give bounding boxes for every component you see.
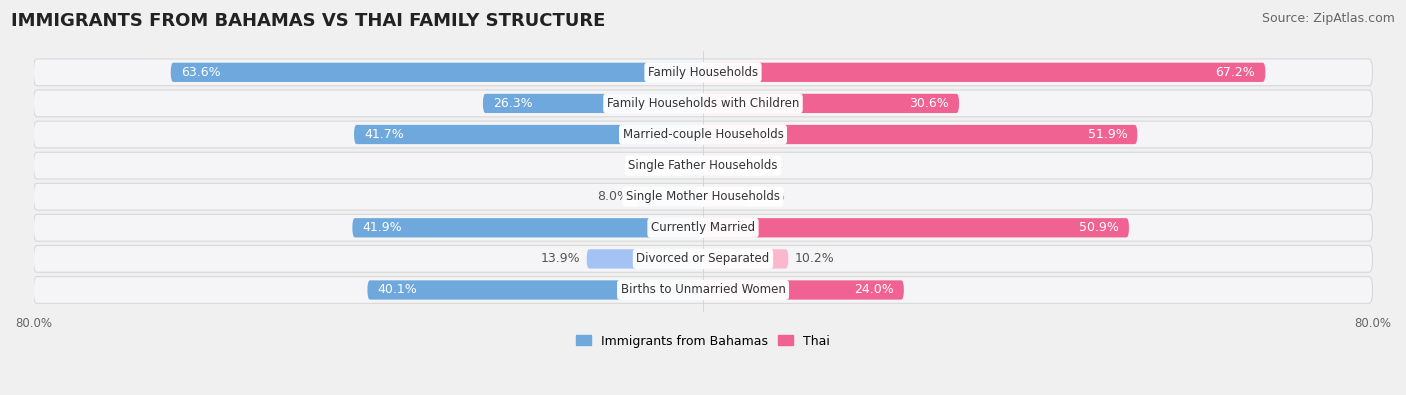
Text: Currently Married: Currently Married — [651, 221, 755, 234]
FancyBboxPatch shape — [34, 121, 1372, 148]
FancyBboxPatch shape — [586, 249, 703, 269]
Text: Family Households with Children: Family Households with Children — [607, 97, 799, 110]
FancyBboxPatch shape — [34, 276, 1372, 303]
Text: Single Mother Households: Single Mother Households — [626, 190, 780, 203]
FancyBboxPatch shape — [482, 94, 703, 113]
FancyBboxPatch shape — [703, 63, 1265, 82]
FancyBboxPatch shape — [683, 156, 703, 175]
FancyBboxPatch shape — [34, 214, 1372, 241]
Text: 24.0%: 24.0% — [853, 284, 894, 297]
FancyBboxPatch shape — [703, 125, 1137, 144]
Legend: Immigrants from Bahamas, Thai: Immigrants from Bahamas, Thai — [571, 329, 835, 352]
Text: 26.3%: 26.3% — [494, 97, 533, 110]
Text: 1.9%: 1.9% — [725, 159, 758, 172]
Text: 30.6%: 30.6% — [910, 97, 949, 110]
FancyBboxPatch shape — [703, 249, 789, 269]
Text: Married-couple Households: Married-couple Households — [623, 128, 783, 141]
Text: 2.4%: 2.4% — [644, 159, 676, 172]
FancyBboxPatch shape — [34, 59, 1372, 86]
FancyBboxPatch shape — [34, 246, 1372, 272]
FancyBboxPatch shape — [354, 125, 703, 144]
Text: 8.0%: 8.0% — [598, 190, 630, 203]
FancyBboxPatch shape — [703, 156, 718, 175]
Text: 41.9%: 41.9% — [363, 221, 402, 234]
Text: 63.6%: 63.6% — [181, 66, 221, 79]
FancyBboxPatch shape — [170, 63, 703, 82]
FancyBboxPatch shape — [636, 187, 703, 206]
Text: Births to Unmarried Women: Births to Unmarried Women — [620, 284, 786, 297]
FancyBboxPatch shape — [367, 280, 703, 300]
Text: 50.9%: 50.9% — [1078, 221, 1119, 234]
Text: 40.1%: 40.1% — [377, 284, 418, 297]
Text: Family Households: Family Households — [648, 66, 758, 79]
FancyBboxPatch shape — [353, 218, 703, 237]
Text: 13.9%: 13.9% — [540, 252, 581, 265]
FancyBboxPatch shape — [34, 90, 1372, 117]
Text: 5.2%: 5.2% — [754, 190, 785, 203]
Text: Source: ZipAtlas.com: Source: ZipAtlas.com — [1261, 12, 1395, 25]
FancyBboxPatch shape — [703, 280, 904, 300]
Text: Divorced or Separated: Divorced or Separated — [637, 252, 769, 265]
Text: IMMIGRANTS FROM BAHAMAS VS THAI FAMILY STRUCTURE: IMMIGRANTS FROM BAHAMAS VS THAI FAMILY S… — [11, 12, 606, 30]
Text: 41.7%: 41.7% — [364, 128, 404, 141]
FancyBboxPatch shape — [703, 94, 959, 113]
Text: Single Father Households: Single Father Households — [628, 159, 778, 172]
FancyBboxPatch shape — [703, 187, 747, 206]
FancyBboxPatch shape — [703, 218, 1129, 237]
FancyBboxPatch shape — [34, 152, 1372, 179]
Text: 10.2%: 10.2% — [794, 252, 835, 265]
FancyBboxPatch shape — [34, 183, 1372, 210]
Text: 67.2%: 67.2% — [1216, 66, 1256, 79]
Text: 51.9%: 51.9% — [1088, 128, 1128, 141]
